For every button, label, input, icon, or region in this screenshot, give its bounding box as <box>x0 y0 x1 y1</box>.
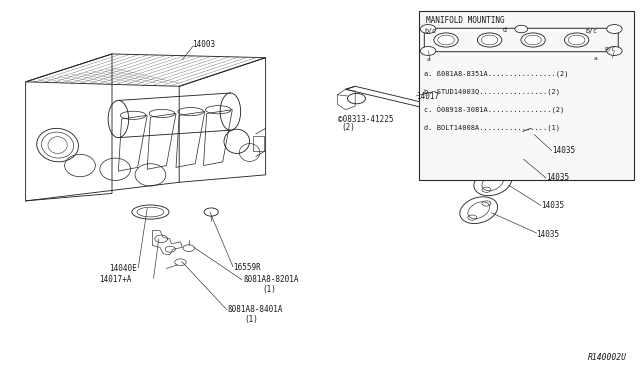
Text: b/c: b/c <box>586 28 598 34</box>
Text: ß081A8-8401A: ß081A8-8401A <box>227 305 283 314</box>
Circle shape <box>420 25 436 33</box>
Text: 14017: 14017 <box>416 92 439 101</box>
Circle shape <box>568 35 585 45</box>
Text: R140002U: R140002U <box>588 353 627 362</box>
Text: d: d <box>502 27 506 33</box>
Circle shape <box>481 35 498 45</box>
Text: c. Ô08918-3081A...............(2): c. Ô08918-3081A...............(2) <box>424 106 564 115</box>
Text: ß081A8-8201A: ß081A8-8201A <box>243 275 299 284</box>
Circle shape <box>477 33 502 47</box>
Text: 16559R: 16559R <box>234 263 261 272</box>
Text: (1): (1) <box>244 315 259 324</box>
Circle shape <box>434 33 458 47</box>
Text: 14035: 14035 <box>552 146 575 155</box>
Text: 14035: 14035 <box>546 173 569 182</box>
Circle shape <box>525 35 541 45</box>
Circle shape <box>438 35 454 45</box>
FancyBboxPatch shape <box>419 11 634 180</box>
Text: b. STUD14003Q................(2): b. STUD14003Q................(2) <box>424 89 561 95</box>
Text: ©08313-41225: ©08313-41225 <box>338 115 394 124</box>
Text: MANIFOLD MOUNTING: MANIFOLD MOUNTING <box>426 16 504 25</box>
Circle shape <box>607 25 622 33</box>
Circle shape <box>607 46 622 55</box>
Text: b/c: b/c <box>424 28 436 34</box>
Text: 14035: 14035 <box>541 201 564 210</box>
Circle shape <box>521 33 545 47</box>
Text: a: a <box>427 57 431 62</box>
Text: (2): (2) <box>341 123 355 132</box>
Text: d. BOLT14008A................(1): d. BOLT14008A................(1) <box>424 124 561 131</box>
Text: a. ß081A8-8351A................(2): a. ß081A8-8351A................(2) <box>424 71 569 77</box>
Circle shape <box>420 46 436 55</box>
Text: a: a <box>593 56 597 61</box>
Text: (1): (1) <box>262 285 276 294</box>
Circle shape <box>515 25 527 33</box>
Text: P/C: P/C <box>604 46 616 51</box>
Circle shape <box>564 33 589 47</box>
Text: 14003: 14003 <box>192 40 215 49</box>
Text: 14035: 14035 <box>536 230 559 239</box>
Text: 14040E: 14040E <box>109 264 136 273</box>
Text: 14017+A: 14017+A <box>99 275 132 283</box>
